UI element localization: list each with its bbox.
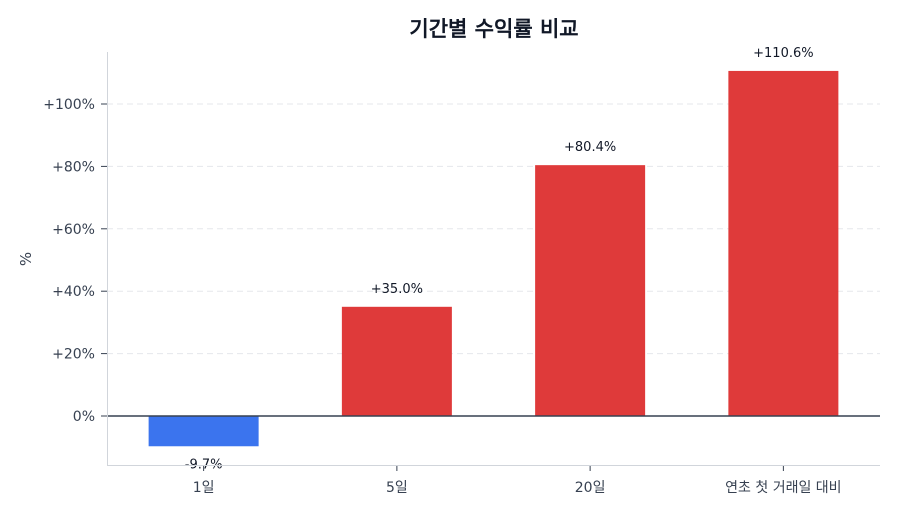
y-tick-label: +100% <box>43 97 95 113</box>
bar-value-label: +110.6% <box>753 46 813 61</box>
bar-value-label: +80.4% <box>564 140 616 155</box>
y-tick-label: +60% <box>52 222 95 238</box>
x-tick-label: 연초 첫 거래일 대비 <box>725 480 841 496</box>
chart-title: 기간별 수익률 비교 <box>409 17 578 41</box>
y-axis-ticks: 0% +20% +40% +60% +80% +100% <box>43 97 107 425</box>
y-tick-label: +80% <box>52 159 95 175</box>
x-tick-label: 5일 <box>386 480 408 496</box>
bar <box>341 306 452 416</box>
bar <box>728 70 839 416</box>
bars: -9.7% +35.0% +80.4% +110.6% <box>148 46 839 472</box>
x-tick-label: 20일 <box>575 480 606 496</box>
x-axis-ticks: 1일 5일 20일 연초 첫 거래일 대비 <box>193 466 842 496</box>
bar-value-label: -9.7% <box>185 457 223 472</box>
y-axis-label: % <box>17 252 35 266</box>
bar <box>148 416 259 447</box>
bar-value-label: +35.0% <box>371 282 423 297</box>
y-tick-label: +40% <box>52 284 95 300</box>
x-tick-label: 1일 <box>193 480 215 496</box>
bar <box>535 165 646 416</box>
y-tick-label: +20% <box>52 347 95 363</box>
y-tick-label: 0% <box>73 409 95 425</box>
